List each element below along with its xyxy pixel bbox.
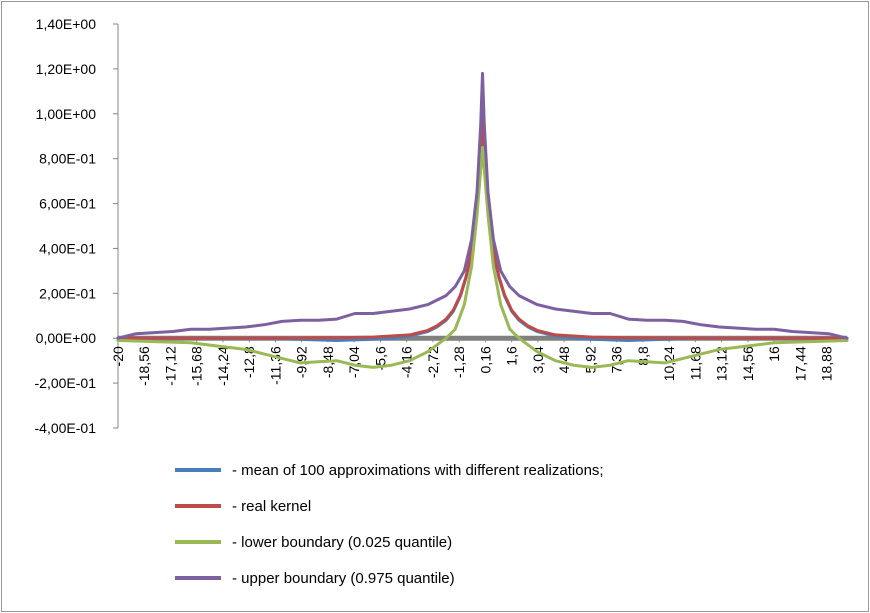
x-tick-label: 7,36 <box>609 346 625 373</box>
legend-label-4: - upper boundary (0.975 quantile) <box>232 570 455 587</box>
x-tick-label: 1,6 <box>504 346 520 366</box>
x-tick-label: -11,36 <box>267 346 283 385</box>
x-tick-label: 18,88 <box>819 346 835 381</box>
x-tick-label: -17,12 <box>162 346 178 386</box>
series-line-2 <box>116 116 849 340</box>
x-tick-label: 0,16 <box>477 346 493 373</box>
x-tick-label: 3,04 <box>530 346 546 373</box>
x-tick-label: 10,24 <box>661 346 677 381</box>
x-tick-label: 11,68 <box>687 346 703 380</box>
series-lines <box>116 71 849 369</box>
x-tick-label: 14,56 <box>740 346 756 381</box>
x-tick-label: -5,6 <box>372 346 388 370</box>
legend: - mean of 100 approximations with differ… <box>175 462 604 587</box>
legend-label-1: - mean of 100 approximations with differ… <box>232 462 604 479</box>
x-tick-label: 13,12 <box>714 346 730 381</box>
x-tick-label: 5,92 <box>582 346 598 373</box>
x-tick-label: -2,72 <box>425 346 441 378</box>
legend-label-3: - lower boundary (0.025 quantile) <box>232 534 452 551</box>
y-tick-label: 1,00E+00 <box>36 106 97 122</box>
axes: 1,40E+00 1,20E+00 1,00E+00 8,00E-01 6,00E-01… <box>35 16 847 436</box>
x-tick-label: -1,28 <box>451 346 467 378</box>
y-tick-label: 0,00E+00 <box>36 330 97 346</box>
series-line-4 <box>116 71 849 340</box>
x-tick-label: -18,56 <box>136 346 152 386</box>
x-tick-label: -12,8 <box>241 346 257 378</box>
y-tick-label: 2,00E-01 <box>39 285 96 301</box>
x-tick-label: -15,68 <box>189 346 205 386</box>
x-tick-label: -20 <box>110 346 126 366</box>
x-tick-label: 16 <box>766 346 782 362</box>
legend-label-2: - real kernel <box>232 498 311 515</box>
series-line-3 <box>116 145 849 369</box>
x-tick-label: -14,24 <box>215 346 231 386</box>
y-tick-label: 1,40E+00 <box>36 16 97 32</box>
y-tick-label: -4,00E-01 <box>35 420 97 436</box>
x-tick-label: 4,48 <box>556 346 572 373</box>
x-tick-label: 17,44 <box>792 346 808 381</box>
x-tick-label: -7,04 <box>346 346 362 378</box>
y-tick-label: -2,00E-01 <box>35 375 97 391</box>
y-tick-label: 4,00E-01 <box>39 240 96 256</box>
y-tick-label: 6,00E-01 <box>39 196 96 212</box>
y-tick-label: 1,20E+00 <box>36 61 97 77</box>
y-tick-label: 8,00E-01 <box>39 151 96 167</box>
